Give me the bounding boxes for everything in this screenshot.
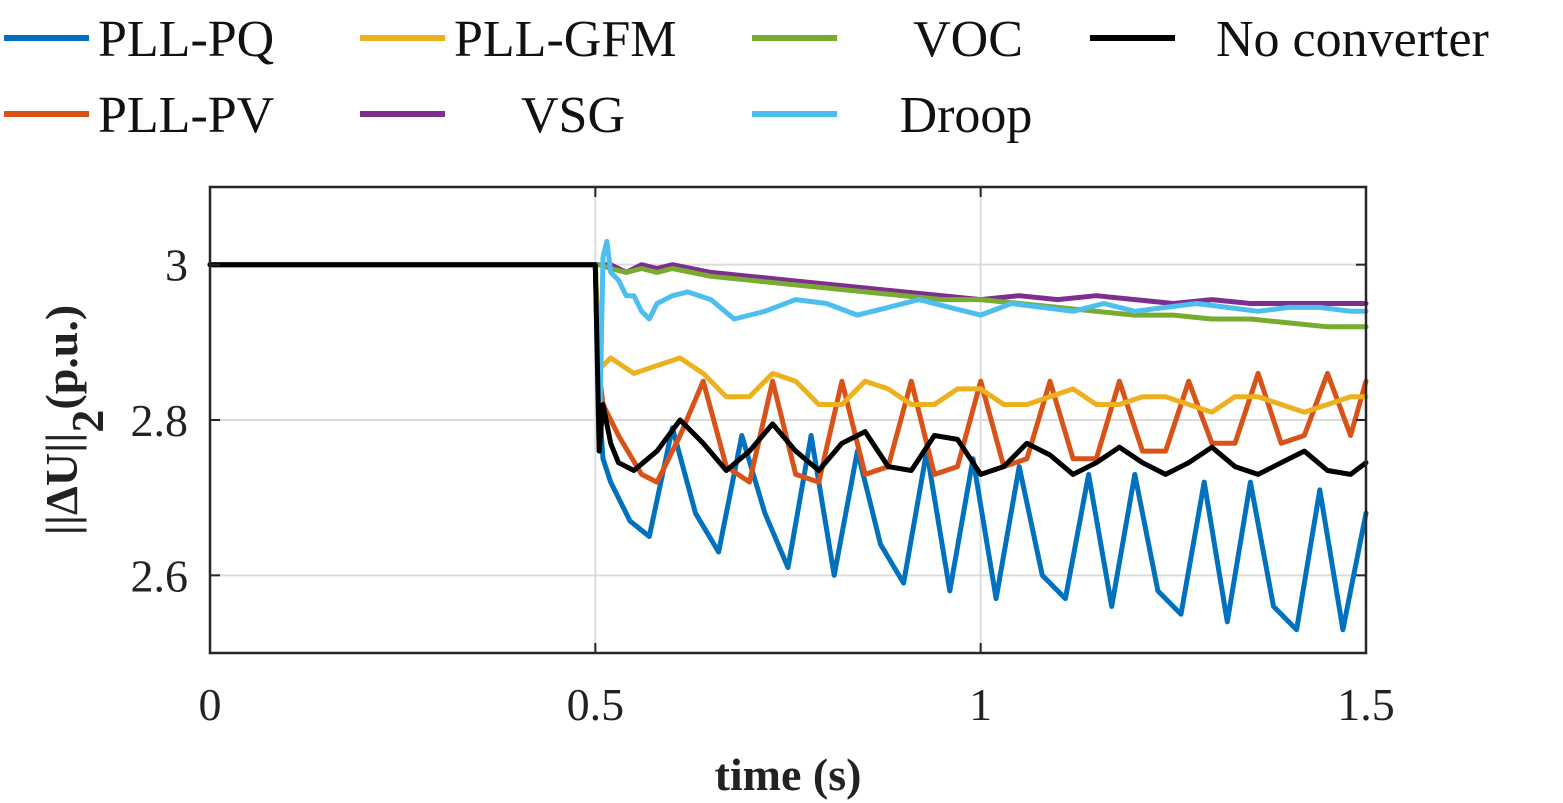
series-line-pll-gfm [207,262,1369,415]
series-layer [207,238,1369,633]
x-axis-title: time (s) [715,749,862,800]
legend: PLL-PQ PLL-GFM VOC No converter PLL-PV VSG Dro… [4,11,1489,144]
x-tick-label: 1.5 [1337,679,1395,730]
legend-item-pll-pv: PLL-PV [4,87,274,144]
legend-item-pll-gfm: PLL-GFM [360,11,676,68]
x-tick-label: 1 [969,679,992,730]
legend-label: PLL-GFM [454,11,676,68]
y-tick-label: 2.6 [131,550,189,601]
legend-item-pll-pq: PLL-PQ [4,11,274,68]
legend-item-droop: Droop [752,87,1032,144]
axis-ticks: 0 0.5 1 1.5 2.6 2.8 3 [131,187,1395,730]
y-tick-label: 2.8 [131,395,189,446]
x-tick-label: 0.5 [567,679,625,730]
series-line-voc [207,262,1369,330]
y-tick-label: 3 [165,240,188,291]
legend-label: No converter [1216,11,1489,68]
legend-item-vsg: VSG [360,87,625,144]
legend-label: PLL-PQ [98,11,274,68]
y-axis-title: ||ΔU||2(p.u.) [36,305,113,535]
y-axis-title-unit: (p.u.) [36,305,87,410]
legend-label: VOC [913,11,1023,68]
y-axis-title-subscript: 2 [62,410,113,433]
legend-label: PLL-PV [98,87,274,144]
y-axis-title-main: ||ΔU|| [36,433,87,536]
x-tick-label: 0 [199,679,222,730]
series-line-droop [207,238,1369,454]
legend-item-voc: VOC [752,11,1023,68]
legend-item-no-converter: No converter [1090,11,1489,68]
legend-label: VSG [521,87,625,144]
series-line-pll-pv [207,262,1369,485]
series-line-pll-pq [207,262,1369,633]
grid-lines [209,187,1367,653]
legend-label: Droop [900,87,1033,144]
series-line-no-converter [207,262,1369,477]
